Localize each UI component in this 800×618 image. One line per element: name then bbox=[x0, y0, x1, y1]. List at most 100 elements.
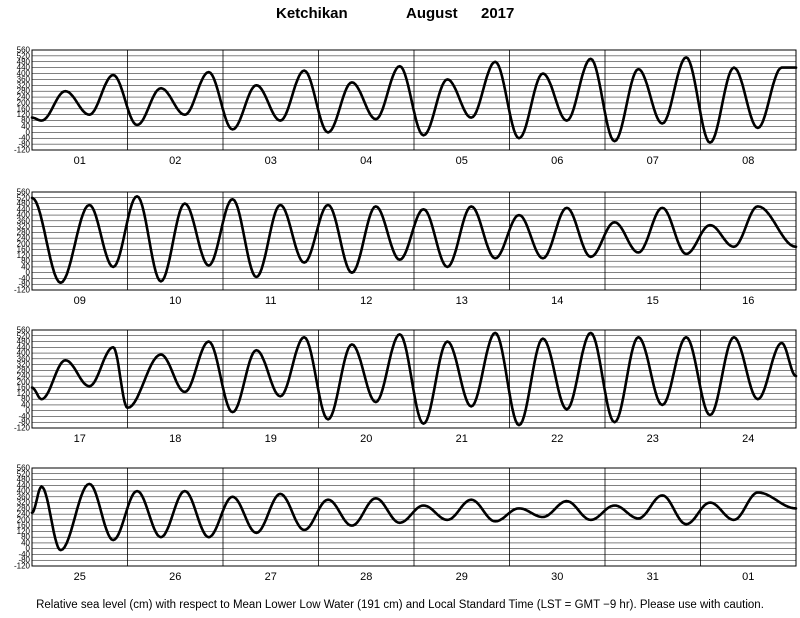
day-label: 29 bbox=[456, 571, 468, 583]
panel-frame bbox=[31, 191, 797, 291]
title-station: Ketchikan bbox=[276, 5, 348, 22]
panel-frame bbox=[31, 49, 797, 151]
y-tick-label: 160 bbox=[17, 245, 31, 254]
y-tick-label: 280 bbox=[17, 228, 31, 237]
day-label: 19 bbox=[265, 433, 277, 445]
y-tick-label: 520 bbox=[17, 331, 31, 340]
y-tick-label: -80 bbox=[18, 280, 30, 289]
day-label: 23 bbox=[647, 433, 659, 445]
y-tick-label: 360 bbox=[17, 492, 31, 501]
y-tick-label: 360 bbox=[17, 75, 31, 84]
y-tick-label: 160 bbox=[17, 104, 31, 113]
chart-title: Ketchikan August 2017 bbox=[0, 5, 800, 27]
tide-curve bbox=[30, 331, 798, 427]
day-label: 28 bbox=[360, 571, 372, 583]
y-tick-label: 560 bbox=[17, 326, 31, 335]
day-label: 20 bbox=[360, 433, 372, 445]
y-tick-label: 480 bbox=[17, 57, 31, 66]
y-tick-label: 120 bbox=[17, 389, 31, 398]
panel-frame bbox=[31, 467, 797, 567]
y-tick-label: 40 bbox=[21, 262, 30, 271]
day-label: 30 bbox=[551, 571, 563, 583]
y-tick-label: 520 bbox=[17, 193, 31, 202]
tide-panel: 5605204804404003603202802402001601208040… bbox=[14, 188, 798, 307]
title-month: August bbox=[406, 5, 458, 22]
y-tick-label: 0 bbox=[26, 128, 31, 137]
y-tick-label: -120 bbox=[14, 286, 31, 295]
day-label: 24 bbox=[742, 433, 754, 445]
day-label: 12 bbox=[360, 295, 372, 307]
y-tick-label: 560 bbox=[17, 188, 31, 197]
y-tick-label: 80 bbox=[21, 533, 30, 542]
y-tick-label: 280 bbox=[17, 504, 31, 513]
y-tick-label: 80 bbox=[21, 257, 30, 266]
y-tick-label: -80 bbox=[18, 140, 30, 149]
y-tick-label: 160 bbox=[17, 383, 31, 392]
y-tick-label: 240 bbox=[17, 372, 31, 381]
day-label: 18 bbox=[169, 433, 181, 445]
y-tick-label: 320 bbox=[17, 222, 31, 231]
day-label: 22 bbox=[551, 433, 563, 445]
y-tick-label: 520 bbox=[17, 469, 31, 478]
y-tick-label: 320 bbox=[17, 81, 31, 90]
day-label: 11 bbox=[265, 295, 276, 307]
y-tick-label: 400 bbox=[17, 211, 31, 220]
y-tick-label: -40 bbox=[18, 274, 30, 283]
y-tick-label: 560 bbox=[17, 46, 31, 55]
y-tick-label: 0 bbox=[26, 268, 31, 277]
y-tick-label: 240 bbox=[17, 510, 31, 519]
y-tick-label: 200 bbox=[17, 239, 31, 248]
y-tick-label: 40 bbox=[21, 538, 30, 547]
y-tick-label: 240 bbox=[17, 93, 31, 102]
y-tick-label: 520 bbox=[17, 51, 31, 60]
y-tick-label: 120 bbox=[17, 527, 31, 536]
title-year: 2017 bbox=[481, 5, 515, 22]
day-label: 01 bbox=[74, 155, 86, 167]
y-tick-label: 40 bbox=[21, 400, 30, 409]
y-tick-label: 400 bbox=[17, 69, 31, 78]
y-tick-label: 440 bbox=[17, 205, 31, 214]
day-label: 16 bbox=[742, 295, 754, 307]
panel-frame bbox=[31, 329, 797, 429]
y-tick-label: -80 bbox=[18, 556, 30, 565]
y-tick-label: 480 bbox=[17, 475, 31, 484]
day-label: 05 bbox=[456, 155, 468, 167]
y-tick-label: -120 bbox=[14, 562, 31, 571]
y-tick-label: 200 bbox=[17, 98, 31, 107]
y-tick-label: -40 bbox=[18, 550, 30, 559]
day-label: 21 bbox=[456, 433, 468, 445]
y-tick-label: 360 bbox=[17, 354, 31, 363]
day-label: 25 bbox=[74, 571, 86, 583]
tide-panel: 5605204804404003603202802402001601208040… bbox=[14, 326, 798, 445]
y-tick-label: 200 bbox=[17, 377, 31, 386]
day-label: 08 bbox=[742, 155, 754, 167]
y-tick-label: -120 bbox=[14, 146, 31, 155]
day-label: 31 bbox=[647, 571, 659, 583]
tide-curve bbox=[30, 56, 798, 144]
y-tick-label: 480 bbox=[17, 199, 31, 208]
footnote: Relative sea level (cm) with respect to … bbox=[36, 599, 764, 611]
day-label: 09 bbox=[74, 295, 86, 307]
day-label: 04 bbox=[360, 155, 372, 167]
y-tick-label: 80 bbox=[21, 395, 30, 404]
day-label: 01 bbox=[742, 571, 754, 583]
y-tick-label: 440 bbox=[17, 481, 31, 490]
tide-curve bbox=[30, 482, 798, 552]
day-label: 14 bbox=[551, 295, 563, 307]
day-label: 10 bbox=[169, 295, 181, 307]
y-tick-label: -80 bbox=[18, 418, 30, 427]
y-tick-label: 320 bbox=[17, 360, 31, 369]
y-tick-label: -120 bbox=[14, 424, 31, 433]
day-label: 03 bbox=[265, 155, 277, 167]
y-tick-label: 320 bbox=[17, 498, 31, 507]
y-tick-label: 400 bbox=[17, 487, 31, 496]
day-label: 26 bbox=[169, 571, 181, 583]
y-tick-label: 440 bbox=[17, 63, 31, 72]
y-tick-label: 120 bbox=[17, 110, 31, 119]
day-label: 15 bbox=[647, 295, 659, 307]
y-tick-label: 400 bbox=[17, 349, 31, 358]
y-tick-label: 560 bbox=[17, 464, 31, 473]
y-tick-label: 240 bbox=[17, 234, 31, 243]
day-label: 02 bbox=[169, 155, 181, 167]
